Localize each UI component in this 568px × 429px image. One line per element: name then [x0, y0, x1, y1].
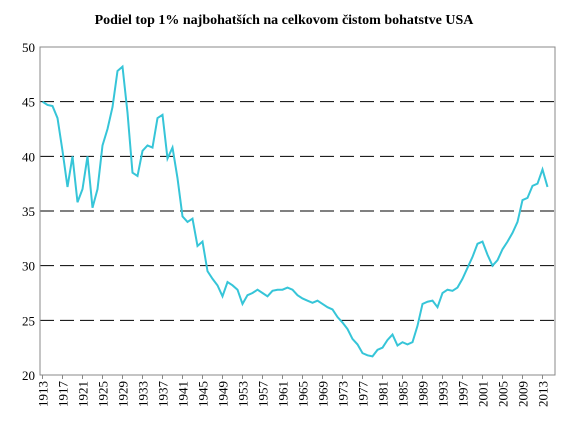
x-tick-label: 1949	[216, 381, 231, 407]
x-tick-label: 1965	[296, 381, 311, 407]
x-tick-label: 2001	[476, 381, 491, 407]
x-tick-label: 1961	[276, 381, 291, 407]
y-tick-label: 25	[22, 313, 35, 328]
x-tick-label: 1997	[456, 381, 471, 408]
x-tick-label: 2005	[496, 381, 511, 407]
x-tick-label: 1933	[136, 381, 151, 407]
y-tick-label: 30	[22, 259, 35, 274]
y-tick-label: 40	[22, 149, 35, 164]
data-line	[41, 64, 549, 358]
x-tick-label: 1993	[436, 381, 451, 407]
x-tick-label: 1921	[76, 381, 91, 407]
x-tick-label: 2009	[516, 381, 531, 407]
x-tick-label: 1929	[116, 381, 131, 407]
x-tick-label: 2013	[536, 381, 551, 407]
plot-frame	[39, 46, 556, 376]
x-tick-label: 1953	[236, 381, 251, 407]
x-tick-label: 1977	[356, 381, 371, 408]
x-tick-label: 1957	[256, 381, 271, 408]
y-tick-label: 20	[22, 368, 35, 383]
chart-title: Podiel top 1% najbohatších na celkovom č…	[95, 13, 475, 28]
x-tick-label: 1989	[416, 381, 431, 407]
x-tick-label: 1981	[376, 381, 391, 407]
x-tick-label: 1925	[96, 381, 111, 407]
x-tick-label: 1937	[156, 381, 171, 408]
x-tick-label: 1917	[56, 381, 71, 408]
y-tick-label: 50	[22, 40, 35, 55]
x-tick-label: 1969	[316, 381, 331, 407]
x-tick-label: 1973	[336, 381, 351, 407]
x-tick-label: 1945	[196, 381, 211, 407]
x-tick-label: 1913	[36, 381, 51, 407]
y-tick-label: 35	[22, 204, 35, 219]
x-tick-label: 1941	[176, 381, 191, 407]
x-tick-label: 1985	[396, 381, 411, 407]
y-tick-label: 45	[22, 95, 35, 110]
